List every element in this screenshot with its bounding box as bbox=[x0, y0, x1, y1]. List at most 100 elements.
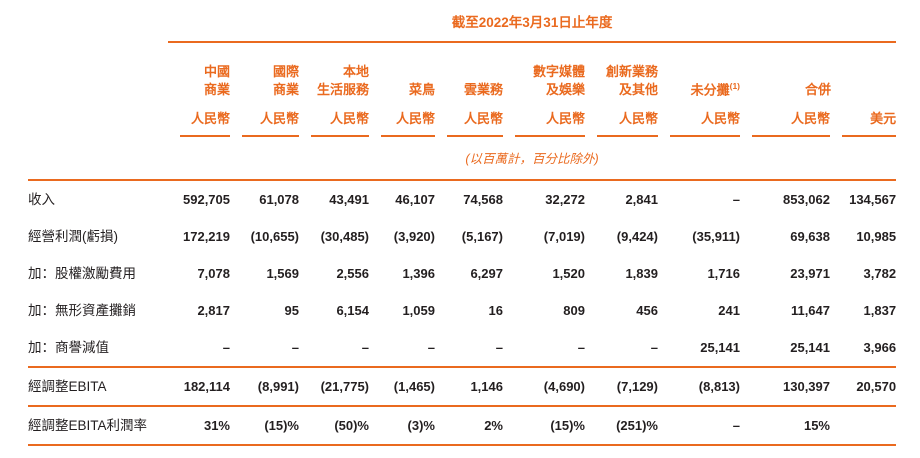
value-cell: (5,167) bbox=[461, 229, 503, 244]
currency-label: 人民幣 bbox=[299, 99, 369, 137]
segment-results-report: 截至2022年3月31日止年度 中國 商業 國際 商業 本地 生活服務 bbox=[28, 14, 897, 446]
value-cell: (3,920) bbox=[393, 229, 435, 244]
value-cell: (10,655) bbox=[250, 229, 299, 244]
row-revenue: 收入 592,705 61,078 43,491 46,107 74,568 3… bbox=[28, 179, 897, 218]
value-cell: (4,690) bbox=[503, 366, 585, 407]
value-cell: 456 bbox=[636, 303, 658, 318]
value-cell: 3,782 bbox=[863, 266, 897, 281]
currency-label: 人民幣 bbox=[230, 99, 299, 137]
row-label: 經調整EBITA bbox=[28, 366, 168, 407]
period-header-row: 截至2022年3月31日止年度 bbox=[28, 14, 897, 43]
value-cell: 809 bbox=[563, 303, 585, 318]
value-cell: 1,520 bbox=[552, 266, 585, 281]
currency-label: 人民幣 bbox=[369, 99, 435, 137]
value-cell: (21,775) bbox=[299, 366, 369, 407]
col-header-china-commerce: 中國 商業 bbox=[203, 64, 230, 97]
row-label: 加：無形資產攤銷 bbox=[28, 303, 136, 318]
value-cell: 95 bbox=[284, 303, 299, 318]
value-cell: – bbox=[495, 340, 503, 355]
value-cell: (8,991) bbox=[230, 366, 299, 407]
value-cell: 7,078 bbox=[197, 266, 230, 281]
row-label: 經營利潤(虧損) bbox=[28, 229, 118, 244]
value-cell: 1,837 bbox=[863, 303, 897, 318]
value-cell: (30,485) bbox=[320, 229, 369, 244]
value-cell: 31% bbox=[168, 406, 230, 446]
value-cell: (7,019) bbox=[543, 229, 585, 244]
currency-label: 人民幣 bbox=[435, 99, 503, 137]
value-cell: 182,114 bbox=[168, 366, 230, 407]
row-label: 加：股權激勵費用 bbox=[28, 266, 136, 281]
value-cell: – bbox=[658, 179, 740, 218]
col-header-local-services: 本地 生活服務 bbox=[316, 64, 369, 97]
value-cell: 1,059 bbox=[402, 303, 435, 318]
value-cell: (15)% bbox=[230, 406, 299, 446]
value-cell: 134,567 bbox=[830, 179, 897, 218]
col-header-international-commerce: 國際 商業 bbox=[272, 64, 299, 97]
value-cell: 11,647 bbox=[790, 303, 830, 318]
col-header-digital-media-entertainment: 數字媒體 及娛樂 bbox=[532, 64, 585, 97]
segment-header-row: 中國 商業 國際 商業 本地 生活服務 菜鳥 雲業務 bbox=[28, 43, 896, 99]
value-cell: 25,141 bbox=[700, 340, 740, 355]
period-header-cell: 截至2022年3月31日止年度 bbox=[168, 14, 897, 43]
value-cell: 2% bbox=[435, 406, 503, 446]
value-cell: 172,219 bbox=[183, 229, 230, 244]
value-cell: 2,817 bbox=[197, 303, 230, 318]
value-cell: 6,154 bbox=[336, 303, 369, 318]
col-header-cainiao: 菜鳥 bbox=[408, 82, 435, 97]
col-header-innovation-others: 創新業務 及其他 bbox=[605, 64, 658, 97]
currency-label: 人民幣 bbox=[168, 99, 230, 137]
value-cell: (7,129) bbox=[585, 366, 658, 407]
value-cell: 130,397 bbox=[740, 366, 830, 407]
label-column-spacer bbox=[28, 99, 168, 137]
row-amortization-intangibles: 加：無形資產攤銷 2,817 95 6,154 1,059 16 809 456… bbox=[28, 292, 896, 329]
row-adjusted-ebita-margin: 經調整EBITA利潤率 31% (15)% (50)% (3)% 2% (15)… bbox=[28, 406, 897, 446]
currency-label-usd: 美元 bbox=[830, 99, 897, 137]
value-cell: 43,491 bbox=[299, 179, 369, 218]
row-goodwill-impairment: 加：商譽減值 – – – – – – – 25,141 25,141 3,966 bbox=[28, 329, 896, 367]
value-cell: 3,966 bbox=[863, 340, 897, 355]
units-note-row: (以百萬計，百分比除外) bbox=[28, 137, 896, 180]
value-cell: 46,107 bbox=[369, 179, 435, 218]
value-cell: 15% bbox=[740, 406, 830, 446]
col-header-cloud: 雲業務 bbox=[463, 82, 503, 97]
value-cell: – bbox=[222, 340, 230, 355]
value-cell: – bbox=[658, 406, 740, 446]
value-cell: 853,062 bbox=[740, 179, 830, 218]
value-cell: (9,424) bbox=[616, 229, 658, 244]
value-cell: 10,985 bbox=[856, 229, 897, 244]
currency-label-rmb: 人民幣 bbox=[740, 99, 830, 137]
value-cell: – bbox=[291, 340, 299, 355]
label-column-spacer bbox=[28, 43, 168, 99]
currency-label: 人民幣 bbox=[585, 99, 658, 137]
value-cell: – bbox=[577, 340, 585, 355]
segment-results-table: 截至2022年3月31日止年度 中國 商業 國際 商業 本地 生活服務 bbox=[28, 14, 897, 446]
value-cell: – bbox=[361, 340, 369, 355]
value-cell: 61,078 bbox=[230, 179, 299, 218]
value-cell: 1,839 bbox=[625, 266, 658, 281]
value-cell: 1,569 bbox=[266, 266, 299, 281]
value-cell: – bbox=[650, 340, 658, 355]
col-header-consolidated: 合併 bbox=[805, 82, 832, 97]
period-title: 截至2022年3月31日止年度 bbox=[168, 14, 897, 43]
value-cell: 2,841 bbox=[585, 179, 658, 218]
units-note: (以百萬計，百分比除外) bbox=[465, 152, 599, 166]
value-cell: 1,716 bbox=[707, 266, 740, 281]
value-cell: 25,141 bbox=[790, 340, 830, 355]
col-header-unallocated: 未分攤(1) bbox=[690, 80, 740, 97]
value-cell: 2,556 bbox=[336, 266, 369, 281]
value-cell: (15)% bbox=[503, 406, 585, 446]
value-cell: 1,396 bbox=[402, 266, 435, 281]
value-cell: 16 bbox=[488, 303, 503, 318]
row-label: 經調整EBITA利潤率 bbox=[28, 406, 168, 446]
value-cell: 6,297 bbox=[470, 266, 503, 281]
value-cell: (1,465) bbox=[369, 366, 435, 407]
currency-label: 人民幣 bbox=[658, 99, 740, 137]
row-operating-profit-loss: 經營利潤(虧損) 172,219 (10,655) (30,485) (3,92… bbox=[28, 218, 896, 255]
currency-header-row: 人民幣 人民幣 人民幣 人民幣 人民幣 人民幣 人民幣 人民幣 人民幣 美元 bbox=[28, 99, 897, 137]
value-cell: – bbox=[427, 340, 435, 355]
value-cell bbox=[830, 406, 897, 446]
value-cell: 20,570 bbox=[830, 366, 897, 407]
value-cell: 241 bbox=[718, 303, 740, 318]
row-share-based-compensation: 加：股權激勵費用 7,078 1,569 2,556 1,396 6,297 1… bbox=[28, 255, 896, 292]
value-cell: (251)% bbox=[585, 406, 658, 446]
